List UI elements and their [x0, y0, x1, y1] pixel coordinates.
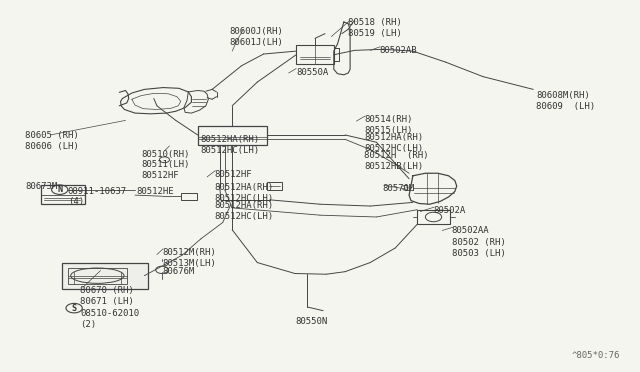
Bar	[68, 268, 127, 284]
Bar	[180, 193, 197, 200]
Text: 80502AA: 80502AA	[452, 226, 490, 235]
Text: 80512HF: 80512HF	[214, 170, 252, 179]
Text: 80512HA(RH)
80512HC(LH): 80512HA(RH) 80512HC(LH)	[214, 183, 274, 203]
Text: 80676M: 80676M	[162, 267, 194, 276]
Text: S: S	[72, 304, 77, 312]
Text: N: N	[57, 185, 62, 194]
Bar	[41, 185, 85, 204]
Bar	[267, 182, 282, 190]
Text: 80512HE: 80512HE	[137, 187, 175, 196]
Bar	[198, 126, 267, 145]
Text: 80550A: 80550A	[296, 68, 328, 77]
Text: 80670 (RH)
80671 (LH): 80670 (RH) 80671 (LH)	[81, 286, 134, 306]
Text: 80510(RH)
80511(LH)
80512HF: 80510(RH) 80511(LH) 80512HF	[141, 150, 189, 180]
Bar	[61, 263, 148, 289]
Text: 80570M: 80570M	[383, 184, 415, 193]
Bar	[417, 210, 450, 224]
Text: 80502A: 80502A	[433, 206, 465, 215]
Text: 80550N: 80550N	[295, 317, 327, 326]
Text: 80518 (RH)
80519 (LH): 80518 (RH) 80519 (LH)	[348, 18, 402, 38]
Text: 80512HA(RH)
80512HC(LH): 80512HA(RH) 80512HC(LH)	[364, 133, 423, 153]
Text: 80512HA(RH)
80512HC(LH): 80512HA(RH) 80512HC(LH)	[201, 135, 260, 155]
Text: 08911-10637
(4): 08911-10637 (4)	[68, 187, 127, 206]
Text: 80608M(RH)
80609  (LH): 80608M(RH) 80609 (LH)	[536, 91, 595, 111]
Text: 80512H  (RH)
80512HB(LH): 80512H (RH) 80512HB(LH)	[364, 151, 428, 171]
Text: 80502AB: 80502AB	[380, 46, 417, 55]
Text: 80673M: 80673M	[25, 182, 58, 191]
Text: 80502 (RH)
80503 (LH): 80502 (RH) 80503 (LH)	[452, 238, 506, 257]
Text: 80600J(RH)
80601J(LH): 80600J(RH) 80601J(LH)	[229, 28, 283, 47]
Bar	[296, 45, 334, 64]
Text: 08510-62010
(2): 08510-62010 (2)	[81, 309, 140, 328]
Text: 80512M(RH)
80513M(LH): 80512M(RH) 80513M(LH)	[162, 248, 216, 268]
Text: 80514(RH)
80515(LH): 80514(RH) 80515(LH)	[364, 115, 412, 135]
Text: ^805*0:76: ^805*0:76	[572, 351, 620, 360]
Text: 80605 (RH)
80606 (LH): 80605 (RH) 80606 (LH)	[25, 131, 79, 151]
Text: 80512HA(RH)
80512HC(LH): 80512HA(RH) 80512HC(LH)	[214, 201, 274, 221]
